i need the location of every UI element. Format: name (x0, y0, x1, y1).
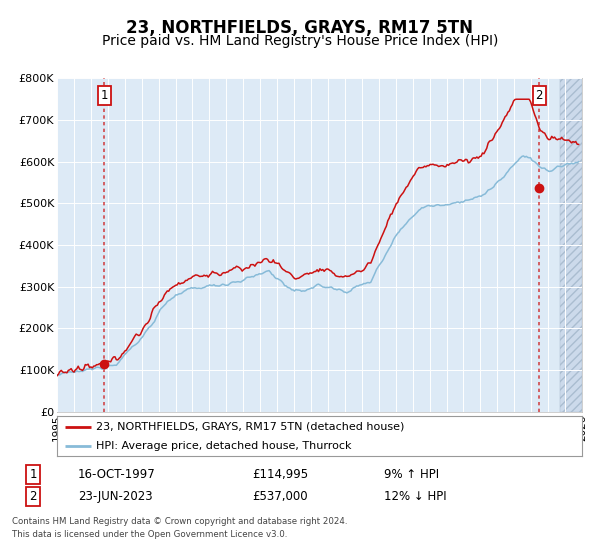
Text: 9% ↑ HPI: 9% ↑ HPI (384, 468, 439, 481)
Bar (560, 78, 582, 412)
Text: 1: 1 (101, 89, 108, 102)
Text: £537,000: £537,000 (252, 490, 308, 503)
Text: 16-OCT-1997: 16-OCT-1997 (78, 468, 156, 481)
Text: Price paid vs. HM Land Registry's House Price Index (HPI): Price paid vs. HM Land Registry's House … (102, 34, 498, 48)
Text: 23-JUN-2023: 23-JUN-2023 (78, 490, 152, 503)
Text: 1: 1 (29, 468, 37, 481)
Text: 23, NORTHFIELDS, GRAYS, RM17 5TN (detached house): 23, NORTHFIELDS, GRAYS, RM17 5TN (detach… (97, 422, 405, 432)
Bar (560, 78, 582, 412)
Text: 2: 2 (536, 89, 543, 102)
Text: 2: 2 (29, 490, 37, 503)
Text: Contains HM Land Registry data © Crown copyright and database right 2024.: Contains HM Land Registry data © Crown c… (12, 517, 347, 526)
Text: HPI: Average price, detached house, Thurrock: HPI: Average price, detached house, Thur… (97, 441, 352, 450)
Text: This data is licensed under the Open Government Licence v3.0.: This data is licensed under the Open Gov… (12, 530, 287, 539)
Text: £114,995: £114,995 (252, 468, 308, 481)
Text: 23, NORTHFIELDS, GRAYS, RM17 5TN: 23, NORTHFIELDS, GRAYS, RM17 5TN (127, 19, 473, 37)
Text: 12% ↓ HPI: 12% ↓ HPI (384, 490, 446, 503)
